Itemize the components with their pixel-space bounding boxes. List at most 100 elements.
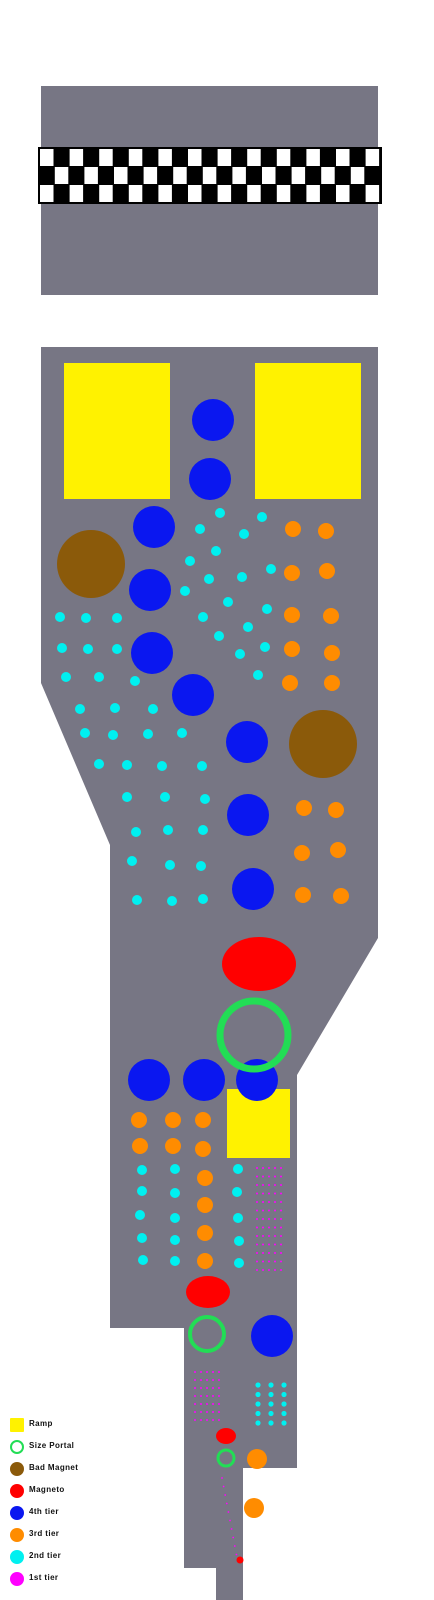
checker-square bbox=[40, 185, 54, 202]
tier2-orb bbox=[198, 825, 208, 835]
tier1-orb bbox=[200, 1371, 202, 1373]
tier1-orb bbox=[274, 1235, 276, 1237]
tier1-orb bbox=[280, 1192, 282, 1195]
tier3-orb bbox=[294, 845, 310, 861]
tier2-orb bbox=[255, 1401, 261, 1407]
tier2-orb bbox=[177, 728, 187, 738]
tier2-orb bbox=[170, 1164, 180, 1174]
tier4-orb bbox=[226, 721, 268, 763]
magneto bbox=[186, 1276, 230, 1308]
checker-square bbox=[336, 185, 350, 202]
tier2-orb bbox=[232, 1187, 242, 1197]
tier1-orb bbox=[212, 1419, 214, 1421]
tier1-orb bbox=[274, 1243, 276, 1246]
tier1-orb bbox=[206, 1371, 208, 1373]
tier3-orb bbox=[282, 675, 298, 691]
checker-square bbox=[188, 185, 202, 202]
tier1-orb bbox=[218, 1395, 220, 1397]
tier1-orb bbox=[262, 1252, 264, 1254]
tier2-orb bbox=[132, 895, 142, 905]
finish-line-checker bbox=[38, 147, 382, 204]
checker-square bbox=[276, 185, 291, 202]
legend-label: 3rd tier bbox=[29, 1529, 60, 1538]
tier1-orb bbox=[221, 1477, 223, 1479]
tier1-orb bbox=[206, 1419, 208, 1421]
checker-square bbox=[99, 149, 113, 166]
tier1-orb bbox=[262, 1209, 264, 1212]
tier1-orb bbox=[256, 1235, 258, 1237]
track-surface bbox=[41, 86, 378, 1600]
checker-square bbox=[247, 185, 261, 202]
tier2-orb bbox=[281, 1382, 287, 1388]
checker-square bbox=[365, 185, 380, 202]
tier4-orb bbox=[172, 674, 214, 716]
tier1-orb bbox=[212, 1387, 214, 1389]
tier2-orb bbox=[235, 649, 245, 659]
tier1-orb bbox=[274, 1167, 276, 1169]
tier3-orb bbox=[197, 1253, 213, 1269]
tier1-orb bbox=[194, 1419, 196, 1421]
legend-label: Magneto bbox=[29, 1485, 65, 1494]
tier2-orb bbox=[137, 1233, 147, 1243]
tier2-orb bbox=[122, 760, 132, 770]
tier2-orb bbox=[112, 613, 122, 623]
tier3-orb bbox=[318, 523, 334, 539]
tier2-orb bbox=[198, 612, 208, 622]
checker-square bbox=[321, 167, 335, 184]
tier1-orb bbox=[222, 1485, 225, 1488]
tier1-orb bbox=[232, 1536, 235, 1539]
checker-square bbox=[262, 167, 276, 184]
checker-square bbox=[54, 167, 69, 184]
tier1-orb bbox=[274, 1175, 276, 1178]
tier1-orb bbox=[200, 1403, 202, 1405]
tier3-orb bbox=[285, 521, 301, 537]
tier4-orb bbox=[189, 458, 231, 500]
tier3-orb bbox=[197, 1197, 213, 1213]
tier2-orb bbox=[170, 1256, 180, 1266]
tier1-orb bbox=[262, 1269, 264, 1271]
tier1-orb bbox=[262, 1235, 264, 1237]
magneto bbox=[222, 937, 296, 991]
tier3-orb bbox=[324, 675, 340, 691]
checker-square bbox=[365, 149, 380, 166]
tier1-orb bbox=[280, 1260, 282, 1263]
tier1-orb bbox=[224, 1494, 227, 1496]
tier2-orb bbox=[268, 1382, 274, 1388]
checker-square bbox=[306, 185, 320, 202]
tier2-orb bbox=[237, 572, 247, 582]
tier1-orb bbox=[256, 1184, 258, 1186]
tier3-orb bbox=[247, 1449, 267, 1469]
checker-square bbox=[291, 167, 306, 184]
tier2-orb bbox=[94, 759, 104, 769]
tier1-orb bbox=[256, 1260, 258, 1263]
tier1-orb bbox=[268, 1260, 270, 1263]
size-portal bbox=[216, 1448, 236, 1468]
tier1-orb bbox=[200, 1419, 202, 1421]
tier4-orb bbox=[227, 794, 269, 836]
bad-magnet bbox=[289, 710, 357, 778]
checker-square bbox=[84, 167, 98, 184]
tier2-orb bbox=[61, 672, 71, 682]
tier1-circle-icon bbox=[10, 1572, 24, 1586]
tier1-orb bbox=[268, 1226, 270, 1229]
tier3-orb bbox=[165, 1112, 181, 1128]
bad-magnet-circle-icon bbox=[10, 1462, 24, 1476]
checker-square bbox=[158, 185, 172, 202]
legend-label: 1st tier bbox=[29, 1573, 59, 1582]
tier1-orb bbox=[268, 1209, 270, 1212]
tier2-orb bbox=[180, 586, 190, 596]
tier1-orb bbox=[194, 1403, 196, 1405]
size-portal bbox=[188, 1315, 226, 1353]
tier2-orb bbox=[137, 1165, 147, 1175]
tier3-orb bbox=[195, 1112, 211, 1128]
legend-label: 2nd tier bbox=[29, 1551, 62, 1560]
tier1-orb bbox=[200, 1379, 202, 1381]
tier2-orb bbox=[127, 856, 137, 866]
tier1-orb bbox=[280, 1209, 282, 1212]
tier1-orb bbox=[218, 1371, 220, 1373]
legend-label: Ramp bbox=[29, 1419, 53, 1428]
tier1-orb bbox=[227, 1511, 230, 1513]
tier2-circle-icon bbox=[10, 1550, 24, 1564]
tier1-orb bbox=[280, 1201, 282, 1203]
tier2-orb bbox=[137, 1186, 147, 1196]
